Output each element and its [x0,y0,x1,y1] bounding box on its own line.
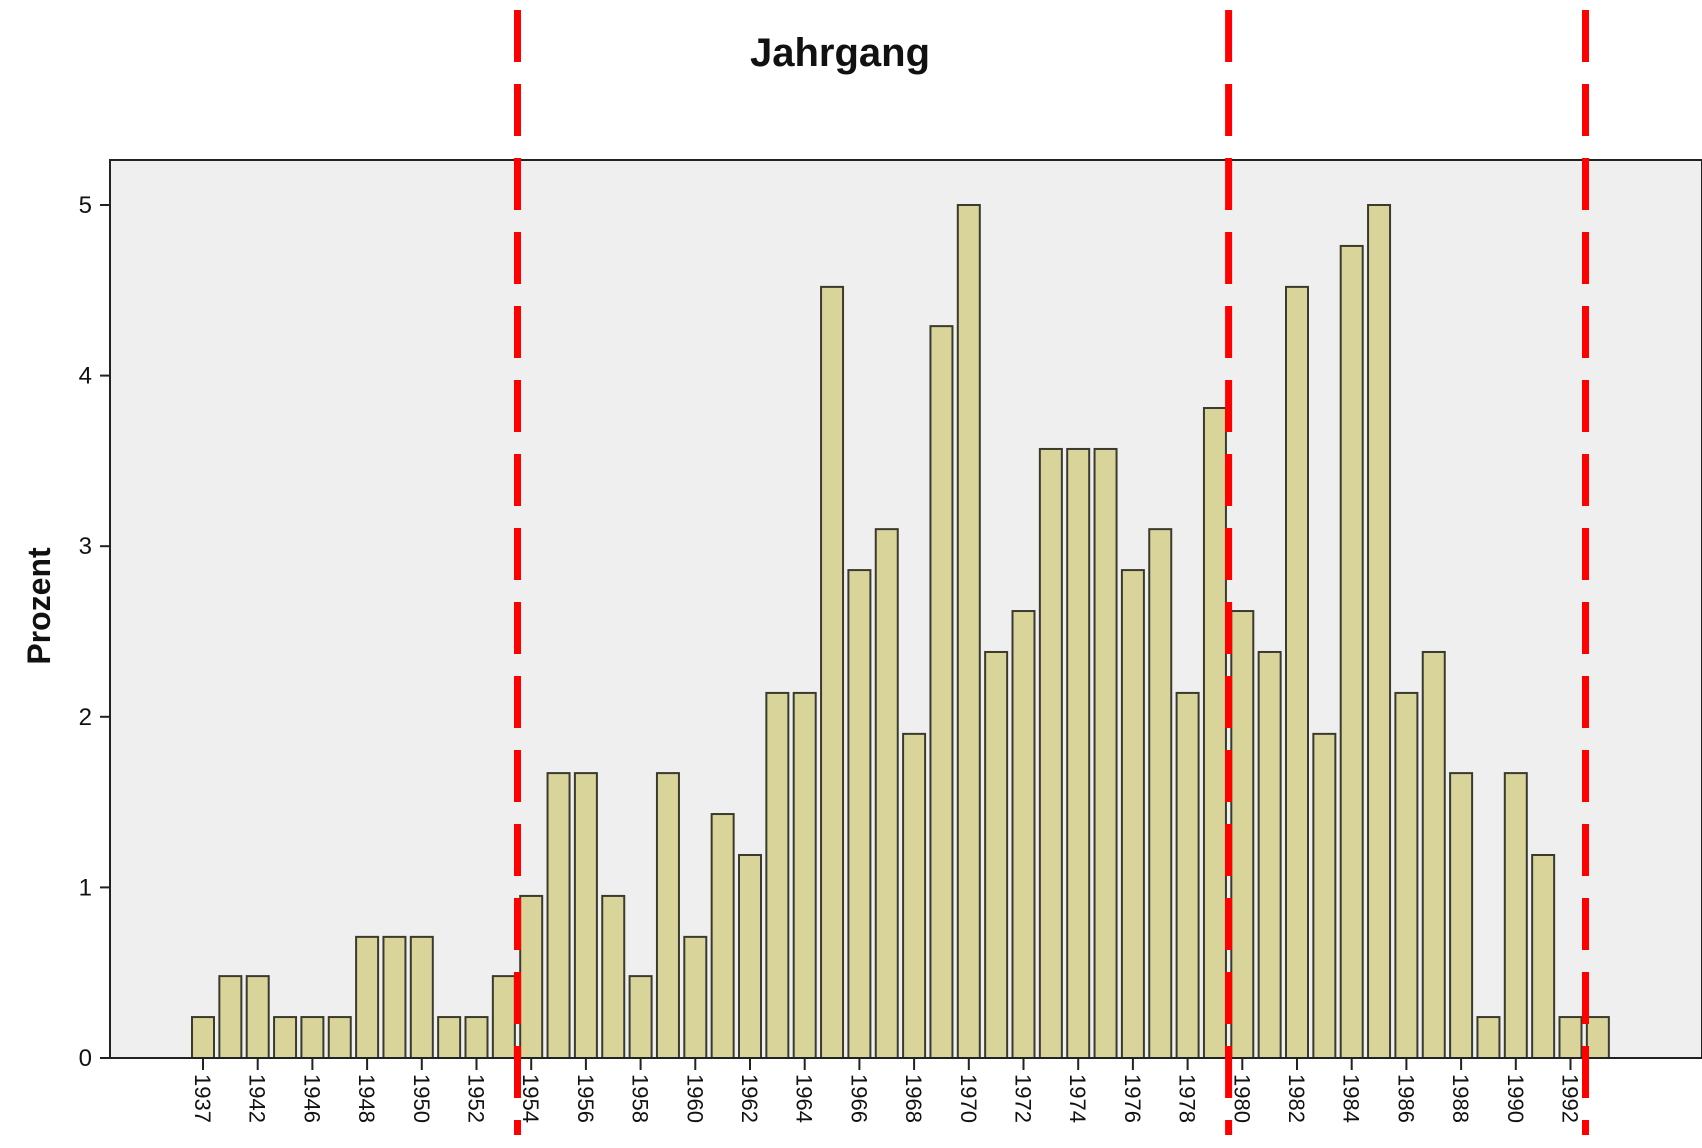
x-tick-label-1992: 1992 [1558,1074,1583,1123]
x-tick-label-1950: 1950 [409,1074,434,1123]
bar-1955 [546,772,571,1059]
bar-1985 [1367,204,1392,1059]
bar-1980 [1230,610,1255,1060]
bar-1990 [1503,772,1528,1059]
bar-1975 [1093,447,1118,1059]
bar-1984 [1339,244,1364,1059]
bar-1967 [874,528,899,1059]
bar-1969 [929,325,954,1059]
bar-1981 [1257,650,1282,1059]
bar-1983 [1312,732,1337,1059]
x-tick-label-1974: 1974 [1065,1074,1090,1123]
x-tick-label-1960: 1960 [682,1074,707,1123]
bar-1978 [1175,691,1200,1059]
bar-1962 [738,853,762,1059]
bar-1947 [327,1016,352,1059]
bar-1976 [1120,569,1145,1060]
bar-1993 [1585,1016,1610,1059]
x-tick-label-1952: 1952 [464,1074,489,1123]
bar-1972 [1011,610,1036,1060]
bar-1953 [491,975,516,1059]
x-tick-label-1937: 1937 [190,1074,215,1123]
x-tick-label-1970: 1970 [956,1074,981,1123]
bar-1950 [409,935,434,1059]
bar-1979 [1202,407,1227,1059]
bar-1942 [245,975,270,1059]
bar-1966 [847,569,872,1060]
bar-1974 [1066,447,1091,1059]
y-tick-label-4: 4 [79,363,92,390]
x-tick-label-1978: 1978 [1175,1074,1200,1123]
bar-1989 [1476,1016,1501,1059]
x-tick-label-1946: 1946 [299,1074,324,1123]
bar-1958 [628,975,653,1059]
bar-1987 [1421,650,1446,1059]
x-tick-label-1986: 1986 [1393,1074,1418,1123]
y-tick-label-3: 3 [79,533,92,560]
x-tick-label-1954: 1954 [518,1074,543,1123]
bar-1951 [437,1016,462,1059]
bar-1977 [1148,528,1173,1059]
x-tick-label-1942: 1942 [245,1074,270,1123]
bar-1949 [382,935,407,1059]
x-tick-label-1990: 1990 [1503,1074,1528,1123]
bar-1964 [792,691,817,1059]
bar-1982 [1285,285,1309,1059]
bar-1991 [1531,853,1556,1059]
x-tick-label-1956: 1956 [573,1074,598,1123]
bar-1957 [601,894,626,1059]
bar-1954 [519,894,544,1059]
bar-1963 [765,691,790,1059]
y-tick-label-1: 1 [79,874,92,901]
bar-1941 [218,975,243,1059]
bar-1945 [273,1016,298,1059]
bar-1968 [902,732,927,1059]
bar-1986 [1394,691,1419,1059]
bar-1971 [984,650,1009,1059]
x-tick-label-1964: 1964 [792,1074,817,1123]
x-tick-label-1958: 1958 [628,1074,653,1123]
bars-group [191,204,1610,1060]
bar-1952 [464,1016,489,1059]
bar-1970 [956,204,981,1059]
x-tick-label-1982: 1982 [1284,1074,1309,1123]
y-tick-label-0: 0 [79,1045,92,1072]
x-tick-label-1980: 1980 [1229,1074,1254,1123]
x-tick-label-1966: 1966 [846,1074,871,1123]
axes-group: 0 1 2 3 4 5 1937 1942 1946 1948 1950 1952 1954 1956 19… [79,160,1702,1123]
bar-1959 [655,772,680,1059]
x-tick-label-1984: 1984 [1339,1074,1364,1123]
bar-1956 [573,772,598,1059]
bar-1988 [1449,772,1474,1059]
x-tick-label-1968: 1968 [901,1074,926,1123]
x-tick-label-1962: 1962 [737,1074,762,1123]
x-tick-label-1948: 1948 [354,1074,379,1123]
bar-1973 [1038,447,1063,1059]
x-tick-label-1988: 1988 [1448,1074,1473,1123]
x-tick-label-1976: 1976 [1120,1074,1145,1123]
x-tick-label-1972: 1972 [1011,1074,1036,1123]
bar-1992 [1558,1016,1583,1059]
bar-1960 [683,935,708,1059]
chart-title: Jahrgang [750,31,930,75]
y-tick-label-2: 2 [79,704,92,731]
bar-1937 [191,1016,215,1059]
bar-1946 [300,1016,325,1059]
bar-1948 [355,935,380,1059]
y-tick-label-5: 5 [79,192,92,219]
reference-lines-group [514,10,1589,1135]
y-axis-label: Prozent [21,547,57,665]
bar-1965 [820,285,845,1059]
bar-1961 [710,813,735,1059]
